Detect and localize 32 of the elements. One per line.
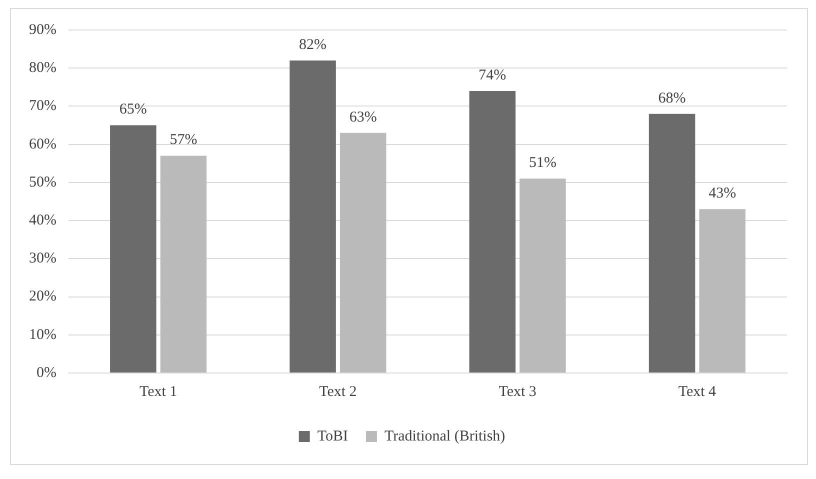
data-label: 43% [708, 186, 736, 202]
bar [469, 90, 516, 372]
x-tick-label: Text 1 [139, 384, 178, 400]
y-tick-label: 20% [28, 288, 56, 305]
x-tick-label: Text 4 [678, 384, 717, 400]
y-tick-label: 50% [28, 174, 56, 190]
data-label: 65% [119, 102, 147, 118]
data-label: 63% [349, 109, 377, 126]
bar [340, 132, 386, 372]
y-tick-label: 90% [28, 22, 56, 38]
bar [699, 209, 746, 372]
data-label: 82% [299, 36, 327, 53]
data-label: 74% [478, 67, 506, 84]
y-tick-label: 70% [28, 98, 56, 114]
y-tick-label: 0% [36, 364, 56, 381]
y-tick-label: 60% [28, 136, 56, 152]
bar [290, 60, 336, 372]
x-tick-label: Text 3 [498, 384, 536, 400]
data-label: 68% [658, 90, 686, 106]
bar [110, 125, 156, 372]
legend-label: ToBI [317, 428, 348, 444]
y-tick-label: 10% [28, 326, 56, 343]
bar [160, 156, 207, 372]
y-tick-label: 40% [28, 212, 56, 228]
data-label: 57% [170, 132, 198, 148]
y-tick-label: 30% [28, 250, 56, 267]
legend-label: Traditional (British) [384, 428, 506, 444]
bar [648, 114, 696, 372]
bar [520, 178, 566, 372]
data-label: 51% [528, 155, 556, 172]
x-tick-label: Text 2 [319, 384, 357, 400]
y-tick-label: 80% [28, 60, 56, 76]
